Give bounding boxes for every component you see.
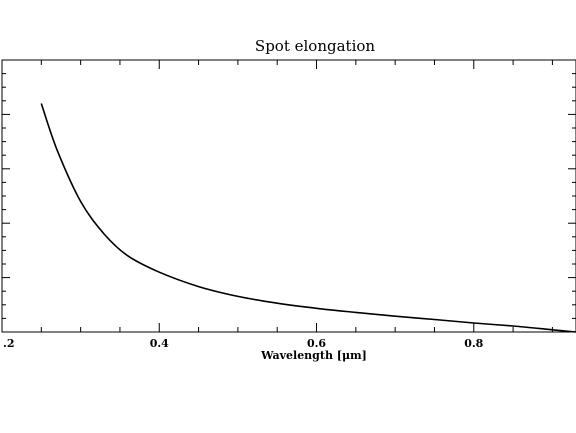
x-axis-label: Wavelength [μm] — [260, 349, 367, 362]
y-axis — [2, 59, 576, 333]
x-tick-label: .2 — [3, 337, 14, 350]
x-tick-label: 0.6 — [307, 337, 326, 350]
chart-title: Spot elongation — [255, 37, 375, 55]
x-axis — [1, 60, 553, 332]
series-line — [40, 103, 576, 333]
x-tick-label: 0.8 — [464, 337, 483, 350]
plot-frame — [1, 59, 576, 333]
x-tick-labels: .2 0.4 0.6 0.8 — [3, 337, 484, 350]
x-tick-label: 0.4 — [150, 337, 169, 350]
